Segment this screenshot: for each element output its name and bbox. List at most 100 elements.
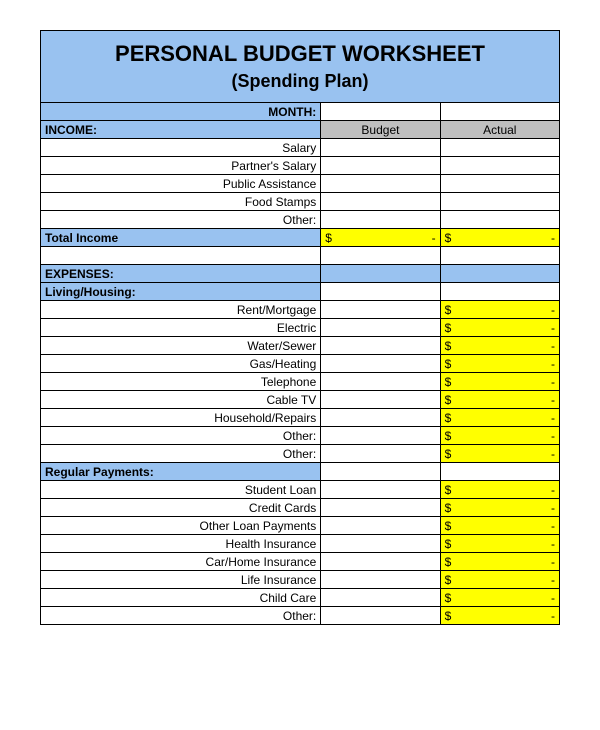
expense-item-row: Electric $- <box>41 319 560 337</box>
budget-cell[interactable] <box>321 553 440 571</box>
expenses-header: EXPENSES: <box>41 265 321 283</box>
month-input-1[interactable] <box>321 103 440 121</box>
income-item-row: Salary <box>41 139 560 157</box>
expenses-header-row: EXPENSES: <box>41 265 560 283</box>
expense-item-row: Credit Cards$- <box>41 499 560 517</box>
expense-item-row: Rent/Mortgage $- <box>41 301 560 319</box>
budget-cell[interactable] <box>321 157 440 175</box>
item-label: Other: <box>41 607 321 625</box>
actual-cell: $- <box>440 301 559 319</box>
budget-worksheet: PERSONAL BUDGET WORKSHEET (Spending Plan… <box>40 30 560 625</box>
expense-item-row: Health Insurance $- <box>41 535 560 553</box>
expense-item-row: Gas/Heating $- <box>41 355 560 373</box>
item-label: Life Insurance <box>41 571 321 589</box>
actual-cell: $- <box>440 535 559 553</box>
total-income-budget: $- <box>321 229 440 247</box>
budget-cell[interactable] <box>321 355 440 373</box>
regular-header: Regular Payments: <box>41 463 321 481</box>
budget-cell[interactable] <box>321 445 440 463</box>
item-label: Health Insurance <box>41 535 321 553</box>
regular-header-row: Regular Payments: <box>41 463 560 481</box>
expense-item-row: Water/Sewer $- <box>41 337 560 355</box>
actual-cell: $- <box>440 355 559 373</box>
expense-item-row: Other:$- <box>41 427 560 445</box>
actual-cell: $- <box>440 319 559 337</box>
actual-cell: $- <box>440 337 559 355</box>
budget-cell[interactable] <box>321 499 440 517</box>
total-income-actual: $- <box>440 229 559 247</box>
budget-cell[interactable] <box>321 607 440 625</box>
actual-cell: $- <box>440 553 559 571</box>
month-input-2[interactable] <box>440 103 559 121</box>
budget-cell[interactable] <box>321 427 440 445</box>
item-label: Other Loan Payments <box>41 517 321 535</box>
item-label: Other: <box>41 211 321 229</box>
expense-item-row: Car/Home Insurance $- <box>41 553 560 571</box>
budget-cell[interactable] <box>321 409 440 427</box>
actual-cell[interactable] <box>440 139 559 157</box>
expense-item-row: Cable TV $- <box>41 391 560 409</box>
item-label: Water/Sewer <box>41 337 321 355</box>
income-item-row: Other: <box>41 211 560 229</box>
budget-cell[interactable] <box>321 571 440 589</box>
actual-cell: $- <box>440 409 559 427</box>
expense-item-row: Life Insurance $- <box>41 571 560 589</box>
budget-cell[interactable] <box>321 517 440 535</box>
actual-col-header: Actual <box>440 121 559 139</box>
income-header: INCOME: <box>41 121 321 139</box>
item-label: Gas/Heating <box>41 355 321 373</box>
budget-table: MONTH: INCOME: Budget Actual SalaryPartn… <box>40 102 560 625</box>
item-label: Food Stamps <box>41 193 321 211</box>
total-income-label: Total Income <box>41 229 321 247</box>
item-label: Electric <box>41 319 321 337</box>
item-label: Child Care <box>41 589 321 607</box>
budget-col-header: Budget <box>321 121 440 139</box>
budget-cell[interactable] <box>321 211 440 229</box>
item-label: Other: <box>41 427 321 445</box>
item-label: Student Loan <box>41 481 321 499</box>
actual-cell: $- <box>440 589 559 607</box>
month-row: MONTH: <box>41 103 560 121</box>
living-header: Living/Housing: <box>41 283 321 301</box>
actual-cell: $- <box>440 445 559 463</box>
subtitle: (Spending Plan) <box>41 71 559 92</box>
budget-cell[interactable] <box>321 175 440 193</box>
actual-cell: $- <box>440 607 559 625</box>
actual-cell[interactable] <box>440 211 559 229</box>
income-item-row: Partner's Salary <box>41 157 560 175</box>
actual-cell: $- <box>440 517 559 535</box>
expense-item-row: Other: $- <box>41 607 560 625</box>
expense-item-row: Other Loan Payments $- <box>41 517 560 535</box>
actual-cell[interactable] <box>440 175 559 193</box>
budget-cell[interactable] <box>321 589 440 607</box>
actual-cell: $- <box>440 373 559 391</box>
main-title: PERSONAL BUDGET WORKSHEET <box>41 41 559 67</box>
budget-cell[interactable] <box>321 337 440 355</box>
expense-item-row: Household/Repairs$- <box>41 409 560 427</box>
budget-cell[interactable] <box>321 391 440 409</box>
budget-cell[interactable] <box>321 301 440 319</box>
total-income-row: Total Income $- $- <box>41 229 560 247</box>
expense-item-row: Child Care $- <box>41 589 560 607</box>
actual-cell[interactable] <box>440 193 559 211</box>
item-label: Partner's Salary <box>41 157 321 175</box>
budget-cell[interactable] <box>321 139 440 157</box>
actual-cell: $- <box>440 391 559 409</box>
item-label: Public Assistance <box>41 175 321 193</box>
income-item-row: Public Assistance <box>41 175 560 193</box>
item-label: Cable TV <box>41 391 321 409</box>
actual-cell: $- <box>440 481 559 499</box>
actual-cell: $- <box>440 571 559 589</box>
actual-cell[interactable] <box>440 157 559 175</box>
item-label: Car/Home Insurance <box>41 553 321 571</box>
budget-cell[interactable] <box>321 535 440 553</box>
budget-cell[interactable] <box>321 373 440 391</box>
budget-cell[interactable] <box>321 481 440 499</box>
actual-cell: $- <box>440 499 559 517</box>
item-label: Other: <box>41 445 321 463</box>
budget-cell[interactable] <box>321 193 440 211</box>
budget-cell[interactable] <box>321 319 440 337</box>
income-item-row: Food Stamps <box>41 193 560 211</box>
expense-item-row: Telephone$- <box>41 373 560 391</box>
item-label: Rent/Mortgage <box>41 301 321 319</box>
